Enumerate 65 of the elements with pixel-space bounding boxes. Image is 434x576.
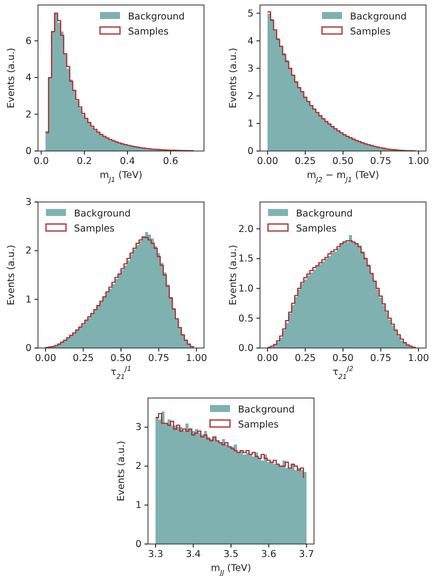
x-axis-title: m$_{J2}$ − m$_{J1}$ (TeV) xyxy=(306,170,380,184)
y-tick-label: 1 xyxy=(135,500,142,512)
x-axis-title: m$_{JJ}$ (TeV) xyxy=(210,563,252,576)
legend-label: Samples xyxy=(128,26,169,38)
y-axis-title: Events (a.u.) xyxy=(116,440,127,502)
x-tick-label: 0.25 xyxy=(72,353,94,364)
y-tick-label: 2 xyxy=(247,90,254,102)
y-tick-label: 0.5 xyxy=(238,313,254,324)
y-tick-label: 4 xyxy=(25,72,32,84)
x-tick-label: 0.50 xyxy=(332,156,354,168)
y-tick-label: 2.0 xyxy=(238,224,254,235)
x-tick-label: 0.25 xyxy=(294,353,316,364)
y-tick-label: 0 xyxy=(25,146,32,158)
x-tick-label: 0.2 xyxy=(76,156,92,168)
legend-label: Background xyxy=(350,12,407,22)
y-tick-label: 1.0 xyxy=(238,283,254,294)
x-tick-label: 0.6 xyxy=(163,156,178,168)
x-tick-label: 0.00 xyxy=(256,156,278,168)
legend-label: Samples xyxy=(350,26,391,38)
x-tick-label: 0.4 xyxy=(120,156,136,168)
y-axis-title: Events (a.u.) xyxy=(228,48,239,108)
x-tick-label: 0.0 xyxy=(34,156,49,168)
y-tick-label: 5 xyxy=(247,8,254,20)
y-tick-label: 3 xyxy=(135,422,142,434)
x-tick-label: 0.25 xyxy=(294,156,316,168)
y-tick-label: 2 xyxy=(135,461,142,472)
x-tick-label: 0.75 xyxy=(370,353,392,364)
y-tick-label: 1 xyxy=(247,118,254,130)
y-tick-label: 3 xyxy=(25,197,32,208)
x-tick-label: 3.5 xyxy=(223,549,239,560)
y-tick-label: 0 xyxy=(25,343,32,354)
y-tick-label: 6 xyxy=(25,36,32,47)
y-tick-label: 1 xyxy=(25,294,32,306)
y-tick-label: 2 xyxy=(25,109,32,120)
legend-label: Background xyxy=(296,208,353,220)
x-tick-label: 3.6 xyxy=(261,549,276,560)
legend-label: Background xyxy=(128,12,185,22)
x-tick-label: 3.7 xyxy=(298,549,314,560)
y-axis-title: Events (a.u.) xyxy=(228,244,239,306)
x-tick-label: 3.3 xyxy=(148,549,164,560)
x-tick-label: 1.00 xyxy=(408,353,430,364)
x-tick-label: 3.4 xyxy=(186,549,201,560)
y-tick-label: 3 xyxy=(247,63,254,74)
y-tick-label: 4 xyxy=(247,36,254,47)
y-axis-title: Events (a.u.) xyxy=(6,48,17,108)
y-tick-label: 2 xyxy=(25,246,32,257)
legend-label: Samples xyxy=(238,420,279,430)
x-tick-label: 1.00 xyxy=(408,156,430,168)
y-tick-label: 1.5 xyxy=(238,254,254,265)
y-axis-title: Events (a.u.) xyxy=(6,244,17,306)
y-tick-label: 0 xyxy=(135,539,142,550)
y-tick-label: 0 xyxy=(247,146,254,158)
y-tick-label: 0.0 xyxy=(238,343,254,354)
x-tick-label: 1.00 xyxy=(186,353,208,364)
legend-label: Samples xyxy=(74,224,115,234)
x-axis-title: m$_{J1}$ (TeV) xyxy=(100,170,142,184)
x-tick-label: 0.00 xyxy=(34,353,56,364)
x-tick-label: 0.75 xyxy=(148,353,170,364)
x-tick-label: 0.75 xyxy=(370,156,392,168)
legend-label: Samples xyxy=(296,224,337,234)
x-tick-label: 0.50 xyxy=(110,353,132,364)
x-tick-label: 0.00 xyxy=(256,353,278,364)
x-tick-label: 0.50 xyxy=(332,353,354,364)
legend-label: Background xyxy=(238,404,295,416)
legend-label: Background xyxy=(74,208,131,220)
